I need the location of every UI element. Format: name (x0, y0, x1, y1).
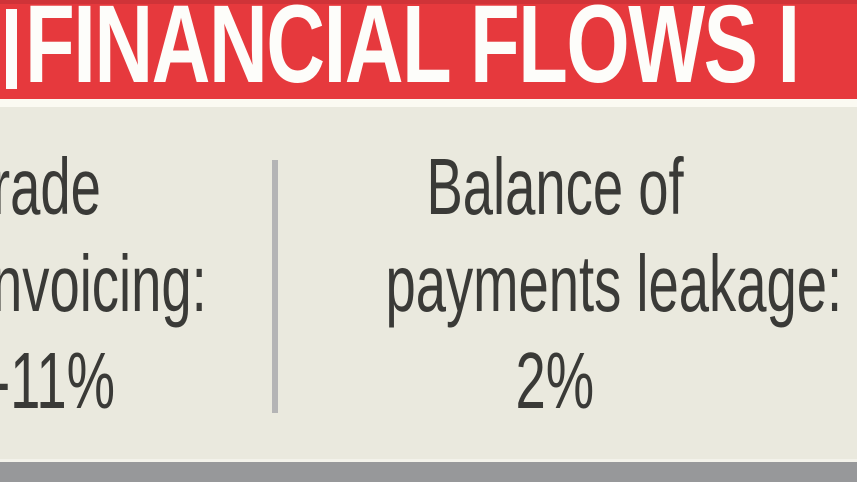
banner-underline (0, 99, 857, 107)
stat-right: Balance of payments leakage: 2% (278, 138, 842, 429)
stat-right-label-line-2: payments leakage: (278, 235, 842, 332)
cropped-letter-fragment (6, 9, 17, 89)
stat-left-label-line-1: rade (0, 142, 101, 231)
header-banner: FINANCIAL FLOWS I (0, 0, 857, 99)
stat-right-value-text: 2% (515, 336, 595, 425)
stat-right-label-line-1: Balance of (278, 138, 832, 235)
stat-left-value: -11% (0, 336, 115, 425)
content-area: rade nvoicing: -11% Balance of payments … (0, 107, 857, 459)
stat-left-label-line-2: nvoicing: (0, 239, 207, 328)
stat-right-label-text-2: payments leakage: (385, 239, 843, 328)
footer-hairline (0, 459, 857, 462)
stat-right-label-text-1: Balance of (426, 142, 684, 231)
page-title: FINANCIAL FLOWS I (25, 0, 800, 99)
stat-right-value: 2% (278, 332, 832, 429)
footer-bar (0, 462, 857, 482)
vertical-divider (272, 160, 278, 413)
stat-left: rade nvoicing: -11% (0, 138, 207, 429)
